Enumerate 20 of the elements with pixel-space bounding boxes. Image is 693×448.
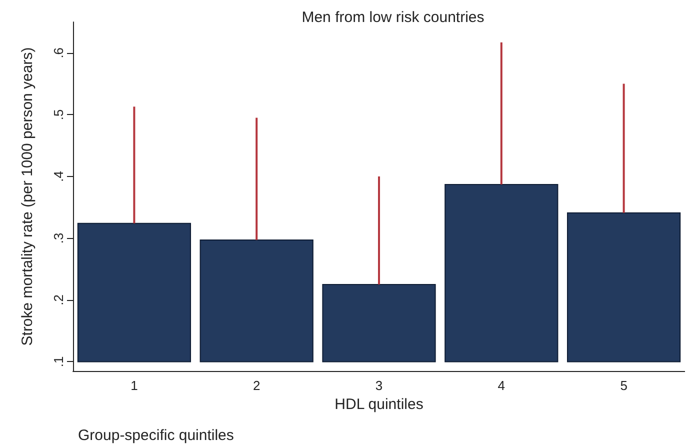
y-tick-label: .6 xyxy=(51,47,66,58)
y-tick-label: .1 xyxy=(51,356,66,368)
x-tick-label: 5 xyxy=(620,378,628,393)
bar xyxy=(77,222,192,362)
bar xyxy=(200,240,314,362)
y-axis-title: Stroke mortality rate (per 1000 person years) xyxy=(19,47,36,346)
text: Group-specific quintiles xyxy=(78,427,234,444)
bar xyxy=(566,212,681,362)
x-tick-label: 3 xyxy=(375,378,383,393)
chart-title: Men from low risk countries xyxy=(302,9,484,26)
y-tick-label: .3 xyxy=(51,232,66,244)
x-tick-label: 1 xyxy=(130,378,138,393)
bar xyxy=(444,184,558,362)
bar xyxy=(322,284,436,362)
x-tick-label: 2 xyxy=(252,378,260,393)
y-tick-label: .5 xyxy=(51,109,66,120)
y-tick-label: .4 xyxy=(51,171,66,182)
x-axis-title: HDL quintiles xyxy=(334,396,424,413)
y-tick-label: .2 xyxy=(51,294,66,306)
x-tick-label: 4 xyxy=(498,378,506,393)
